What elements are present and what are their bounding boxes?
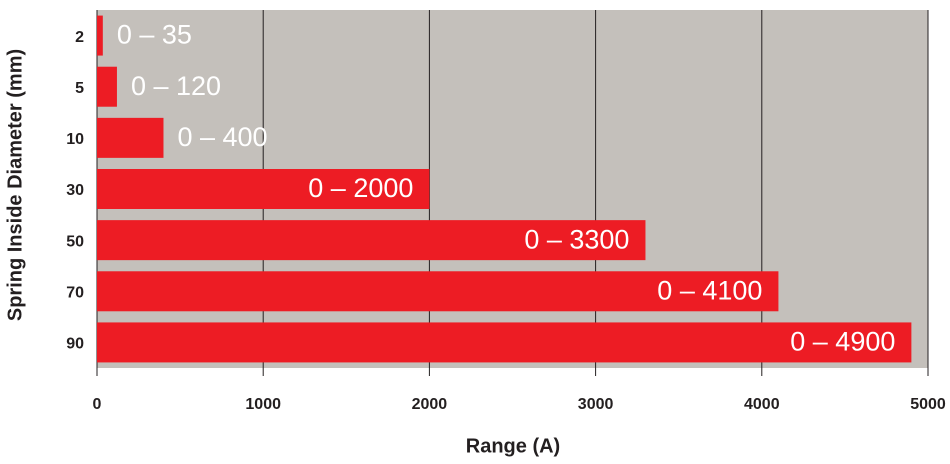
x-tick-label: 4000	[744, 396, 780, 413]
value-label: 0 – 400	[177, 122, 267, 152]
value-label: 0 – 4100	[657, 275, 762, 305]
bar	[97, 66, 117, 107]
x-tick-label: 1000	[245, 396, 281, 413]
bar	[97, 220, 646, 261]
y-tick-label: 10	[66, 131, 84, 148]
value-label: 0 – 120	[131, 71, 221, 101]
x-tick-label: 2000	[412, 396, 448, 413]
bar	[97, 117, 164, 158]
bar	[97, 169, 430, 209]
y-tick-label: 50	[66, 233, 84, 250]
x-tick-label: 0	[93, 396, 102, 413]
y-tick-label: 2	[75, 29, 84, 46]
y-tick-label: 30	[66, 182, 84, 199]
y-tick-label: 70	[66, 285, 84, 302]
bar	[97, 271, 779, 312]
y-axis-title: Spring Inside Diameter (mm)	[4, 49, 26, 321]
x-tick-label: 5000	[910, 396, 946, 413]
value-label: 0 – 2000	[308, 173, 413, 203]
y-tick-label: 5	[75, 80, 84, 97]
x-tick-label: 3000	[578, 396, 614, 413]
value-label: 0 – 3300	[524, 224, 629, 254]
y-tick-label: 90	[66, 336, 84, 353]
bar	[97, 15, 103, 56]
x-axis-title: Range (A)	[466, 435, 560, 457]
bar	[97, 322, 912, 363]
value-label: 0 – 35	[117, 20, 192, 50]
value-label: 0 – 4900	[790, 327, 895, 357]
